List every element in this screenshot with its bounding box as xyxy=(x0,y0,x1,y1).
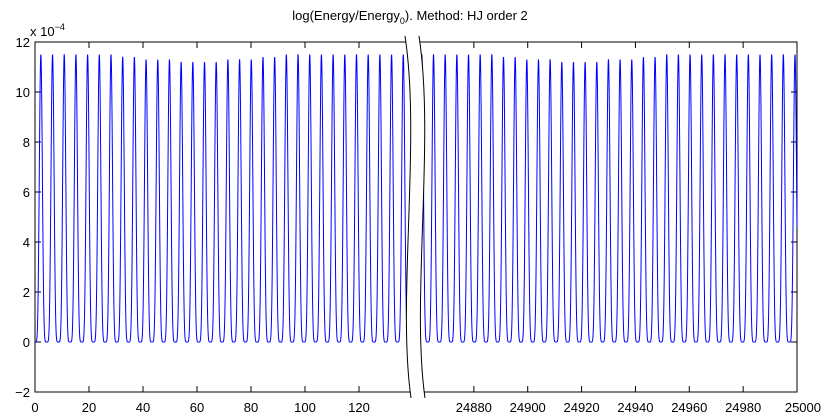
y-tick-label: −2 xyxy=(15,385,30,400)
chart-title: log(Energy/Energy0). Method: HJ order 2 xyxy=(292,8,528,26)
x-tick-label: 40 xyxy=(136,400,150,415)
y-tick-label: 10 xyxy=(16,85,30,100)
y-tick-label: 0 xyxy=(23,335,30,350)
x-tick-label: 24900 xyxy=(510,400,546,415)
x-tick-label: 100 xyxy=(294,400,316,415)
y-tick-label: 12 xyxy=(16,35,30,50)
y-exponent-base: x 10 xyxy=(30,24,55,39)
axis-break-line-left xyxy=(404,35,412,399)
axis-break-line-right xyxy=(418,35,426,399)
x-tick-label: 0 xyxy=(31,400,38,415)
x-tick-label: 24980 xyxy=(725,400,761,415)
x-tick-label: 120 xyxy=(348,400,370,415)
x-tick-label: 25000 xyxy=(785,400,821,415)
x-tick-label: 80 xyxy=(244,400,258,415)
x-tick-label: 24880 xyxy=(456,400,492,415)
x-tick-label: 24940 xyxy=(617,400,653,415)
chart-title-prefix: log(Energy/Energy xyxy=(292,8,400,23)
axis-break-gap xyxy=(405,36,425,398)
y-tick-label: 4 xyxy=(23,235,30,250)
x-tick-label: 24960 xyxy=(671,400,707,415)
y-tick-label: 6 xyxy=(23,185,30,200)
y-tick-label: 8 xyxy=(23,135,30,150)
series-line xyxy=(35,54,414,343)
y-exponent-power: −4 xyxy=(55,22,65,32)
chart-title-subscript: 0 xyxy=(400,16,405,26)
x-tick-label: 20 xyxy=(82,400,96,415)
x-tick-label: 60 xyxy=(190,400,204,415)
y-exponent-label: x 10−4 xyxy=(30,22,65,39)
y-tick-label: 2 xyxy=(23,285,30,300)
x-tick-label: 24920 xyxy=(563,400,599,415)
series-line xyxy=(419,54,798,343)
chart-title-suffix: ). Method: HJ order 2 xyxy=(405,8,528,23)
